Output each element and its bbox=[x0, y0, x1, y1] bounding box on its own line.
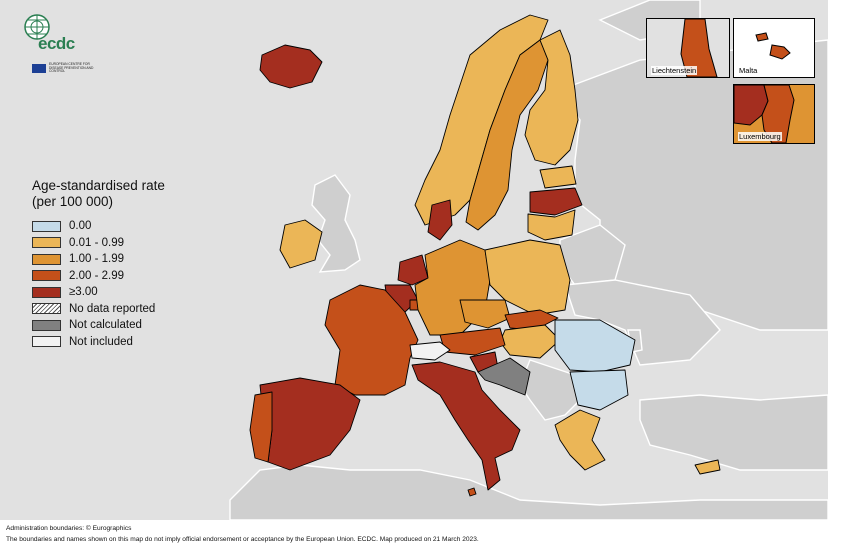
logo-text: ecdc bbox=[38, 34, 75, 53]
country-estonia bbox=[539, 165, 577, 189]
country-bulgaria bbox=[569, 369, 629, 411]
legend-swatch-highest bbox=[32, 286, 61, 298]
legend-label: 2.00 - 2.99 bbox=[69, 269, 124, 282]
legend-label: ≥3.00 bbox=[69, 286, 98, 299]
legend-title-line2: (per 100 000) bbox=[32, 194, 114, 209]
globe-icon bbox=[24, 14, 50, 40]
country-switzerland bbox=[409, 341, 451, 361]
country-malta bbox=[467, 487, 477, 497]
country-finland bbox=[524, 29, 579, 166]
legend-item: Not calculated bbox=[32, 317, 232, 334]
malta-shape bbox=[755, 32, 791, 60]
country-greece bbox=[554, 409, 606, 471]
legend-label: 1.00 - 1.99 bbox=[69, 253, 124, 266]
logo-org-name: EUROPEAN CENTRE FOR DISEASE PREVENTION A… bbox=[49, 62, 94, 74]
inset-label-luxembourg: Luxembourg bbox=[738, 132, 782, 141]
legend-item: No data reported bbox=[32, 301, 232, 318]
legend-title: Age-standardised rate (per 100 000) bbox=[32, 178, 232, 210]
footer-line1: Administration boundaries: © Eurographic… bbox=[6, 525, 132, 532]
country-poland bbox=[484, 239, 571, 316]
legend-item: 2.00 - 2.99 bbox=[32, 268, 232, 285]
inset-label-liechtenstein: Liechtenstein bbox=[651, 66, 698, 75]
legend-swatch-low bbox=[32, 237, 61, 249]
legend-swatch-mid bbox=[32, 253, 61, 265]
inset-label-malta: Malta bbox=[738, 66, 759, 75]
country-spain bbox=[259, 377, 361, 471]
country-denmark bbox=[427, 199, 453, 241]
country-france bbox=[324, 284, 419, 396]
country-italy bbox=[411, 361, 521, 491]
eu-flag-icon bbox=[32, 64, 46, 73]
legend-swatch-high bbox=[32, 270, 61, 282]
inset-liechtenstein: Liechtenstein bbox=[646, 18, 730, 78]
country-ireland bbox=[279, 219, 323, 269]
legend-label: Not included bbox=[69, 335, 133, 348]
inset-malta: Malta bbox=[733, 18, 815, 78]
uk-landmass bbox=[311, 174, 361, 273]
country-lithuania bbox=[527, 209, 576, 241]
legend-swatch-not-included bbox=[32, 336, 61, 348]
legend-label: Not calculated bbox=[69, 319, 142, 332]
country-czechia bbox=[459, 299, 511, 329]
legend-swatch-not-calculated bbox=[32, 319, 61, 331]
legend-label: 0.00 bbox=[69, 220, 92, 233]
north-africa-landmass bbox=[229, 464, 828, 520]
legend-item: 0.01 - 0.99 bbox=[32, 235, 232, 252]
country-croatia bbox=[477, 357, 531, 396]
country-latvia bbox=[529, 187, 583, 216]
ukraine-landmass bbox=[564, 279, 721, 366]
footer: Administration boundaries: © Eurographic… bbox=[6, 523, 826, 545]
legend-item: Not included bbox=[32, 334, 232, 351]
inset-luxembourg: Luxembourg bbox=[733, 84, 815, 144]
country-cyprus bbox=[694, 459, 721, 475]
country-iceland bbox=[259, 44, 323, 89]
legend-item: ≥3.00 bbox=[32, 284, 232, 301]
turkey-landmass bbox=[639, 394, 828, 471]
country-portugal bbox=[249, 391, 273, 463]
legend-item: 1.00 - 1.99 bbox=[32, 251, 232, 268]
legend-item: 0.00 bbox=[32, 218, 232, 235]
ecdc-logo: ecdc EUROPEAN CENTRE FOR DISEASE PREVENT… bbox=[22, 12, 102, 76]
map-canvas bbox=[229, 0, 828, 520]
legend-swatch-no-data bbox=[32, 303, 61, 315]
country-slovakia bbox=[504, 309, 559, 331]
legend: Age-standardised rate (per 100 000) 0.00… bbox=[32, 178, 232, 350]
country-netherlands bbox=[397, 254, 429, 286]
country-hungary bbox=[499, 324, 561, 359]
footer-line2: The boundaries and names shown on this m… bbox=[6, 536, 479, 543]
legend-title-line1: Age-standardised rate bbox=[32, 178, 165, 193]
map-frame bbox=[0, 0, 828, 520]
legend-swatch-zero bbox=[32, 220, 61, 232]
legend-label: 0.01 - 0.99 bbox=[69, 236, 124, 249]
legend-label: No data reported bbox=[69, 302, 156, 315]
country-romania bbox=[554, 319, 636, 373]
